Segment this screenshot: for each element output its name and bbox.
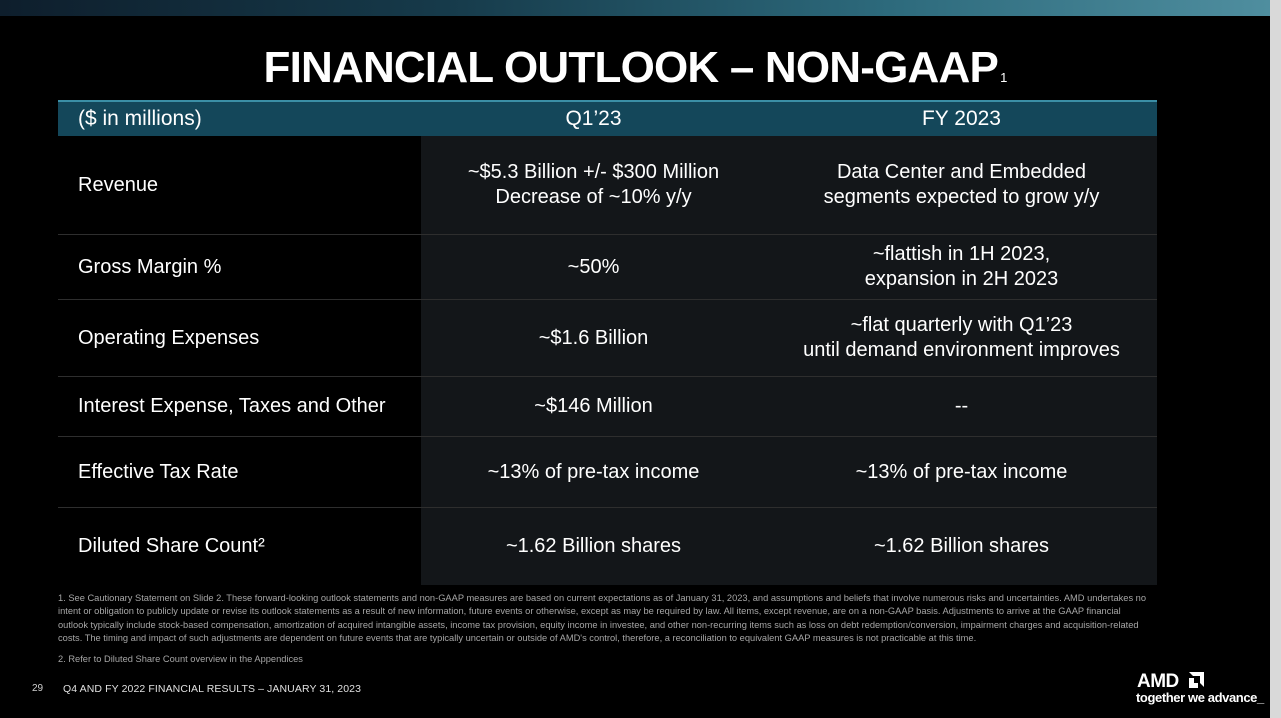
q1-value-line: ~$5.3 Billion +/- $300 Million (467, 161, 720, 183)
row-label: Operating Expenses (58, 300, 421, 376)
row-label: Diluted Share Count² (58, 508, 421, 585)
footnotes: 1. See Cautionary Statement on Slide 2. … (58, 592, 1153, 666)
q1-value: ~$146 Million (421, 377, 766, 436)
right-edge-strip (1270, 0, 1281, 718)
fy-value-line: expansion in 2H 2023 (864, 268, 1059, 290)
footer-caption: Q4 AND FY 2022 FINANCIAL RESULTS – JANUA… (63, 683, 362, 695)
q1-value: ~1.62 Billion shares (421, 508, 766, 585)
outlook-table: ($ in millions) Q1’23 FY 2023 Revenue ~$… (58, 100, 1157, 585)
table-row-diluted-share-count: Diluted Share Count² ~1.62 Billion share… (58, 508, 1157, 585)
footnote-2: 2. Refer to Diluted Share Count overview… (58, 654, 303, 665)
header-q1: Q1’23 (565, 107, 622, 130)
top-accent-bar (0, 0, 1270, 16)
fy-value-line: ~flattish in 1H 2023, (872, 243, 1051, 265)
slide-title: FINANCIAL OUTLOOK – NON-GAAP 1 (0, 40, 1270, 96)
page-number: 29 (32, 683, 44, 694)
table-row-revenue: Revenue ~$5.3 Billion +/- $300 Million D… (58, 136, 1157, 235)
row-label: Gross Margin % (58, 235, 421, 299)
fy-value-line: Data Center and Embedded (836, 161, 1087, 183)
row-label: Revenue (58, 136, 421, 234)
fy-value: -- (766, 377, 1157, 436)
q1-value: ~$5.3 Billion +/- $300 Million Decrease … (421, 136, 766, 234)
q1-value: ~$1.6 Billion (421, 300, 766, 376)
fy-value: ~flat quarterly with Q1’23 until demand … (766, 300, 1157, 376)
table-row-effective-tax-rate: Effective Tax Rate ~13% of pre-tax incom… (58, 437, 1157, 508)
fy-value: Data Center and Embedded segments expect… (766, 136, 1157, 234)
svg-text:AMD: AMD (1137, 671, 1179, 690)
header-fy: FY 2023 (921, 107, 1001, 130)
q1-value: ~13% of pre-tax income (421, 437, 766, 507)
fy-value-line: segments expected to grow y/y (823, 186, 1100, 208)
fy-value-line: until demand environment improves (803, 339, 1120, 361)
amd-logo: AMD (1137, 671, 1204, 690)
fy-value: ~13% of pre-tax income (766, 437, 1157, 507)
title-footnote-marker: 1 (1000, 70, 1007, 85)
header-units: ($ in millions) (78, 107, 202, 130)
q1-value-line: Decrease of ~10% y/y (495, 186, 692, 208)
table-row-gross-margin: Gross Margin % ~50% ~flattish in 1H 2023… (58, 235, 1157, 300)
fy-value: ~1.62 Billion shares (766, 508, 1157, 585)
table-row-operating-expenses: Operating Expenses ~$1.6 Billion ~flat q… (58, 300, 1157, 377)
footnote-1: 1. See Cautionary Statement on Slide 2. … (58, 593, 1147, 643)
q1-value: ~50% (421, 235, 766, 299)
fy-value: ~flattish in 1H 2023, expansion in 2H 20… (766, 235, 1157, 299)
row-label: Effective Tax Rate (58, 437, 421, 507)
table-row-interest-expense: Interest Expense, Taxes and Other ~$146 … (58, 377, 1157, 437)
fy-value-line: ~flat quarterly with Q1’23 (850, 314, 1073, 336)
slide-title-text: FINANCIAL OUTLOOK – NON-GAAP (263, 43, 999, 92)
row-label: Interest Expense, Taxes and Other (58, 377, 421, 436)
tagline: together we advance_ (1136, 690, 1264, 705)
table-header: ($ in millions) Q1’23 FY 2023 (58, 100, 1157, 136)
